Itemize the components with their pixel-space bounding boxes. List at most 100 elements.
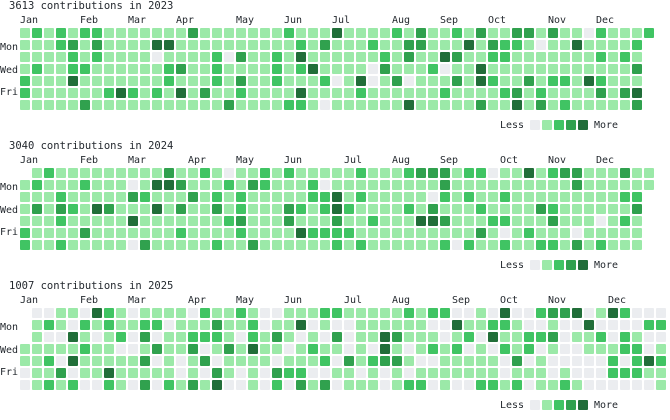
day-cell[interactable] — [176, 40, 186, 50]
day-cell[interactable] — [176, 356, 186, 366]
day-cell[interactable] — [236, 28, 246, 38]
day-cell[interactable] — [332, 356, 342, 366]
day-cell[interactable] — [404, 40, 414, 50]
day-cell[interactable] — [152, 356, 162, 366]
day-cell[interactable] — [176, 216, 186, 226]
day-cell[interactable] — [596, 332, 606, 342]
day-cell[interactable] — [224, 52, 234, 62]
day-cell[interactable] — [356, 52, 366, 62]
day-cell[interactable] — [188, 344, 198, 354]
day-cell[interactable] — [464, 28, 474, 38]
day-cell[interactable] — [428, 192, 438, 202]
day-cell[interactable] — [32, 240, 42, 250]
day-cell[interactable] — [596, 52, 606, 62]
day-cell[interactable] — [620, 216, 630, 226]
day-cell[interactable] — [128, 228, 138, 238]
day-cell[interactable] — [596, 180, 606, 190]
day-cell[interactable] — [320, 180, 330, 190]
day-cell[interactable] — [176, 368, 186, 378]
day-cell[interactable] — [332, 52, 342, 62]
day-cell[interactable] — [344, 380, 354, 390]
day-cell[interactable] — [572, 52, 582, 62]
day-cell[interactable] — [632, 100, 642, 110]
day-cell[interactable] — [560, 320, 570, 330]
day-cell[interactable] — [488, 168, 498, 178]
day-cell[interactable] — [56, 88, 66, 98]
day-cell[interactable] — [200, 52, 210, 62]
day-cell[interactable] — [356, 168, 366, 178]
day-cell[interactable] — [572, 192, 582, 202]
day-cell[interactable] — [392, 192, 402, 202]
day-cell[interactable] — [392, 240, 402, 250]
day-cell[interactable] — [152, 76, 162, 86]
day-cell[interactable] — [392, 88, 402, 98]
day-cell[interactable] — [452, 308, 462, 318]
day-cell[interactable] — [248, 216, 258, 226]
day-cell[interactable] — [92, 100, 102, 110]
day-cell[interactable] — [632, 180, 642, 190]
day-cell[interactable] — [260, 344, 270, 354]
day-cell[interactable] — [200, 64, 210, 74]
day-cell[interactable] — [368, 64, 378, 74]
day-cell[interactable] — [56, 100, 66, 110]
day-cell[interactable] — [632, 356, 642, 366]
day-cell[interactable] — [188, 64, 198, 74]
day-cell[interactable] — [404, 28, 414, 38]
day-cell[interactable] — [224, 88, 234, 98]
day-cell[interactable] — [548, 180, 558, 190]
day-cell[interactable] — [176, 76, 186, 86]
day-cell[interactable] — [584, 76, 594, 86]
day-cell[interactable] — [596, 240, 606, 250]
day-cell[interactable] — [128, 64, 138, 74]
day-cell[interactable] — [308, 356, 318, 366]
day-cell[interactable] — [356, 88, 366, 98]
day-cell[interactable] — [656, 308, 666, 318]
day-cell[interactable] — [236, 40, 246, 50]
day-cell[interactable] — [572, 76, 582, 86]
day-cell[interactable] — [284, 192, 294, 202]
day-cell[interactable] — [428, 240, 438, 250]
day-cell[interactable] — [200, 308, 210, 318]
day-cell[interactable] — [356, 64, 366, 74]
day-cell[interactable] — [488, 332, 498, 342]
day-cell[interactable] — [584, 100, 594, 110]
day-cell[interactable] — [104, 216, 114, 226]
day-cell[interactable] — [464, 64, 474, 74]
day-cell[interactable] — [80, 64, 90, 74]
day-cell[interactable] — [200, 204, 210, 214]
day-cell[interactable] — [272, 204, 282, 214]
day-cell[interactable] — [596, 168, 606, 178]
day-cell[interactable] — [656, 380, 666, 390]
day-cell[interactable] — [320, 308, 330, 318]
day-cell[interactable] — [608, 40, 618, 50]
day-cell[interactable] — [332, 88, 342, 98]
day-cell[interactable] — [512, 192, 522, 202]
day-cell[interactable] — [488, 64, 498, 74]
day-cell[interactable] — [632, 380, 642, 390]
day-cell[interactable] — [284, 64, 294, 74]
day-cell[interactable] — [68, 64, 78, 74]
day-cell[interactable] — [488, 28, 498, 38]
day-cell[interactable] — [56, 216, 66, 226]
day-cell[interactable] — [176, 52, 186, 62]
day-cell[interactable] — [44, 320, 54, 330]
day-cell[interactable] — [488, 380, 498, 390]
day-cell[interactable] — [92, 64, 102, 74]
day-cell[interactable] — [428, 40, 438, 50]
day-cell[interactable] — [356, 28, 366, 38]
day-cell[interactable] — [152, 368, 162, 378]
day-cell[interactable] — [176, 28, 186, 38]
day-cell[interactable] — [428, 168, 438, 178]
day-cell[interactable] — [164, 368, 174, 378]
day-cell[interactable] — [464, 40, 474, 50]
day-cell[interactable] — [260, 228, 270, 238]
day-cell[interactable] — [632, 320, 642, 330]
day-cell[interactable] — [248, 368, 258, 378]
day-cell[interactable] — [464, 168, 474, 178]
day-cell[interactable] — [440, 356, 450, 366]
day-cell[interactable] — [116, 192, 126, 202]
day-cell[interactable] — [116, 332, 126, 342]
day-cell[interactable] — [380, 368, 390, 378]
day-cell[interactable] — [128, 332, 138, 342]
day-cell[interactable] — [200, 76, 210, 86]
